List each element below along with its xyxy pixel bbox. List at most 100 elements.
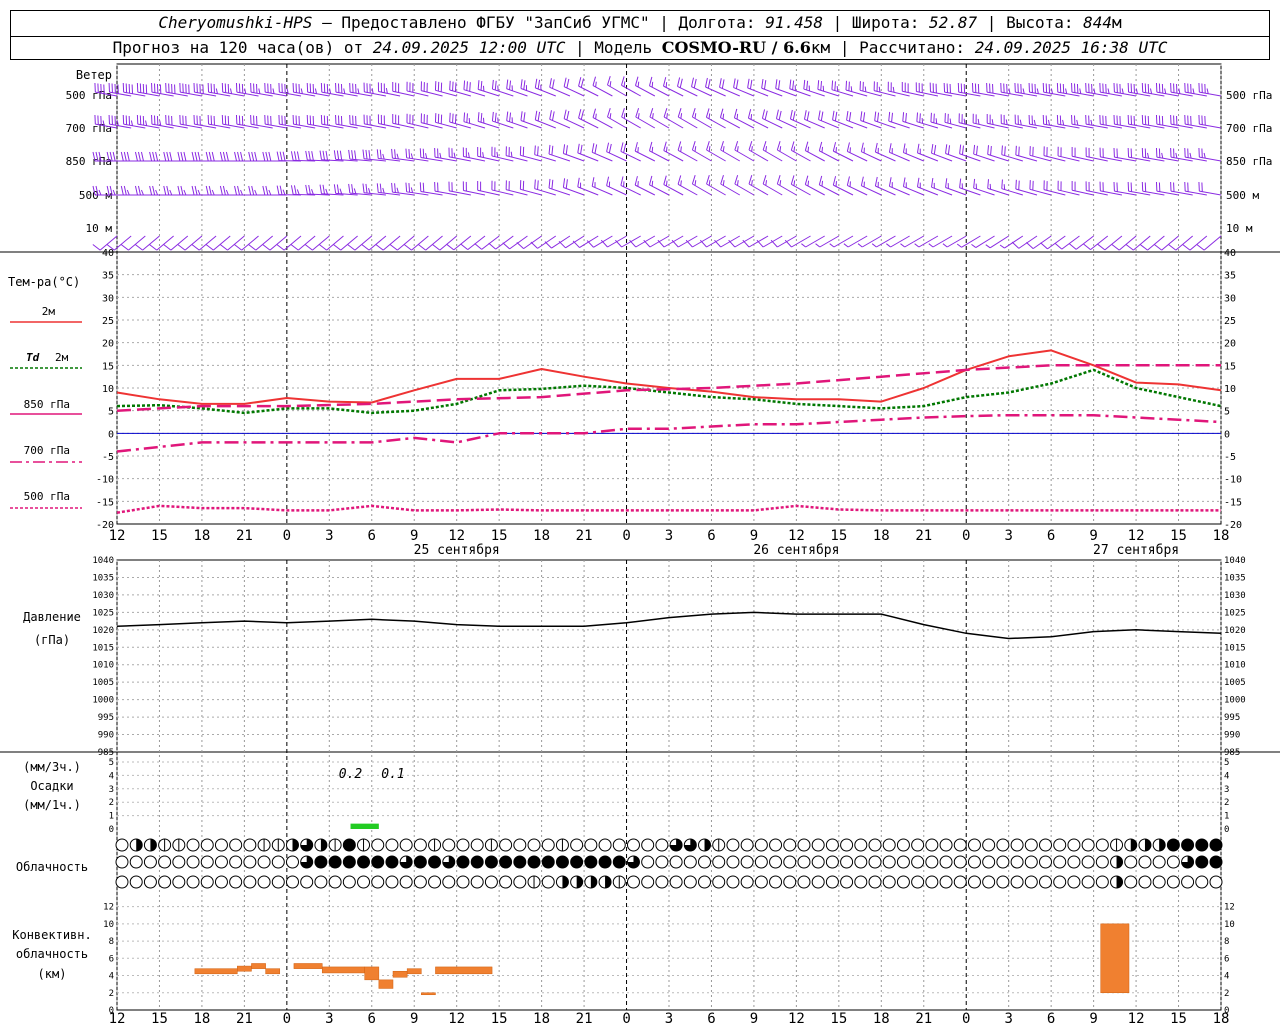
wind-barb-shaft — [293, 91, 316, 97]
wind-barb-flag — [677, 175, 682, 185]
wind-barb-flag — [905, 113, 907, 123]
wind-barb-flag — [446, 243, 455, 251]
temp-ytick-label-right: 35 — [1224, 271, 1236, 282]
wind-barb-shaft — [1015, 123, 1038, 129]
temp-ytick-label-right: -15 — [1224, 497, 1242, 508]
wind-barb-flag — [183, 189, 187, 196]
wind-barb-shaft — [959, 153, 981, 162]
wind-barb-flag — [166, 185, 170, 196]
wind-barb-flag — [945, 144, 948, 154]
wind-barb-shaft — [819, 184, 840, 196]
temp-ytick-label: 25 — [102, 316, 114, 327]
wind-barb-shaft — [265, 91, 287, 97]
wind-barb-flag — [348, 183, 351, 194]
cloud-symbol-lower — [1195, 875, 1209, 889]
legend-t700-label: 700 гПа — [24, 444, 70, 457]
model-unit: км — [810, 38, 831, 57]
cloud-symbol-three-quarter — [1181, 856, 1194, 868]
wind-barb-flag — [634, 176, 638, 186]
cloud-symbol-half — [1130, 839, 1137, 851]
wind-barb-shaft — [113, 235, 132, 251]
cloud-symbol-half — [292, 839, 299, 851]
conv-ytick-label: 6 — [109, 954, 114, 964]
series-pressure — [116, 611, 1222, 640]
wind-barb-shaft — [354, 235, 373, 251]
wind-barb-flag — [1062, 119, 1065, 126]
cloud-symbol-middle — [285, 855, 299, 869]
wind-barb-shaft — [156, 235, 174, 251]
wind-barb-flag — [279, 151, 283, 161]
wind-barb-flag — [140, 151, 144, 162]
pressure-ytick-label-right: 1020 — [1224, 626, 1246, 636]
wind-barb-flag — [544, 241, 552, 249]
wind-barb-flag — [663, 77, 667, 87]
wind-barb-shaft — [151, 123, 174, 129]
wind-barb-shaft — [1199, 123, 1222, 129]
wind-barb-shaft — [621, 84, 641, 97]
wind-barb-flag — [152, 151, 156, 162]
wind-barb-shaft — [520, 154, 542, 162]
wind-barb-shaft — [578, 85, 599, 97]
cloud-symbol-three-quarter — [442, 856, 455, 868]
wind-barb-shaft — [563, 86, 585, 97]
legend-t850-label: 850 гПа — [24, 398, 70, 411]
wind-barb-shaft — [762, 149, 783, 162]
temp-ytick-label: -20 — [96, 520, 114, 531]
wind-barb-flag — [305, 150, 308, 161]
wind-barb-flag — [389, 244, 398, 251]
pressure-ytick-label: 990 — [98, 731, 114, 741]
wind-barb-flag — [290, 244, 299, 251]
wind-barb-flag — [120, 244, 129, 251]
wind-barb-flag — [300, 88, 303, 94]
wind-barb-shaft — [549, 118, 571, 129]
wind-barb-flag — [595, 81, 597, 88]
cloud-symbol-upper — [783, 838, 797, 852]
wind-barb-shaft — [635, 85, 656, 97]
time-tick-label-bottom: 12 — [109, 1011, 126, 1024]
wind-barb-flag — [761, 109, 766, 119]
wind-barb-shaft — [819, 235, 840, 248]
wind-barb-flag — [580, 144, 583, 155]
temp-ytick-label-right: 5 — [1224, 407, 1230, 418]
wind-barb-shaft — [1015, 91, 1038, 97]
wind-label-850hpa-right: 850 гПа — [1226, 155, 1272, 168]
wind-barb-shaft — [1170, 91, 1193, 97]
cloud-symbol-upper — [1209, 838, 1223, 852]
wind-barb-flag — [691, 108, 696, 118]
wind-barb-flag — [1054, 242, 1063, 250]
wind-barb-flag — [751, 180, 753, 186]
wind-barb-flag — [502, 242, 510, 250]
cloud-symbol-middle — [371, 855, 385, 869]
wind-barb-flag — [336, 184, 340, 194]
cloud-symbol-upper — [854, 838, 868, 852]
wind-barb-shaft — [677, 183, 698, 196]
wind-barb-flag — [219, 185, 223, 196]
pressure-ytick-label-right: 995 — [1224, 713, 1240, 723]
wind-barb-shaft — [520, 188, 542, 196]
wind-barb-flag — [520, 111, 523, 121]
conv-unit: (км) — [38, 967, 67, 981]
wind-barb-flag — [763, 80, 767, 90]
forecast-label: Прогноз на 120 часа(ов) от — [112, 38, 364, 57]
wind-barb-flag — [491, 79, 494, 90]
cloud-symbol-middle — [612, 855, 626, 869]
wind-barb-shaft — [862, 235, 882, 248]
cloud-symbol-three-quarter — [400, 856, 413, 868]
wind-barb-shaft — [606, 185, 627, 196]
wind-barb-shaft — [222, 91, 245, 97]
wind-barb-shaft — [293, 123, 316, 129]
wind-barb-shaft — [860, 120, 882, 129]
cloud-symbol-lower — [1067, 875, 1081, 889]
wind-barb-flag — [222, 185, 226, 196]
cloud-symbol-upper — [442, 838, 456, 852]
wind-barb-shaft — [987, 153, 1009, 162]
cloud-symbol-middle — [428, 855, 442, 869]
wind-barb-flag — [1050, 88, 1053, 94]
wind-barb-shaft — [791, 183, 811, 196]
wind-barb-shaft — [99, 235, 118, 251]
wind-barb-flag — [137, 151, 141, 162]
latitude-value: 52.87 — [928, 13, 978, 32]
convective-bar — [321, 966, 365, 974]
conv-ytick-label-right: 0 — [1224, 1006, 1229, 1016]
wind-barb-flag — [123, 151, 127, 162]
